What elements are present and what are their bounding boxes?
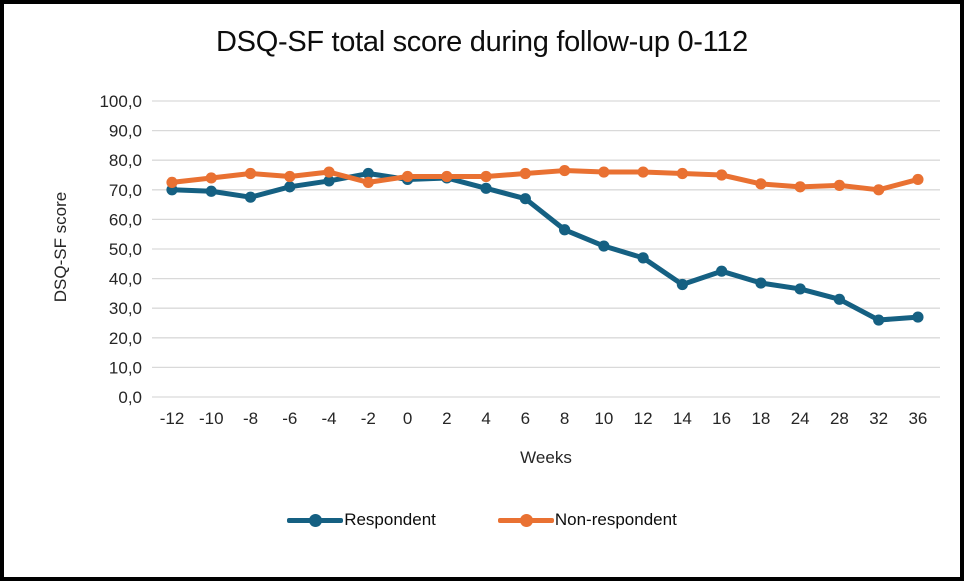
- y-tick-label: 60,0: [109, 210, 142, 229]
- y-tick-label: 100,0: [99, 92, 142, 111]
- data-point-non-respondent: [323, 166, 335, 178]
- y-tick-label: 50,0: [109, 240, 142, 259]
- data-point-respondent: [559, 224, 571, 236]
- y-tick-label: 20,0: [109, 329, 142, 348]
- legend-label-non-respondent: Non-respondent: [554, 510, 677, 529]
- data-point-non-respondent: [441, 170, 453, 183]
- data-point-non-respondent: [912, 173, 924, 186]
- data-point-non-respondent: [676, 167, 688, 180]
- data-point-non-respondent: [401, 170, 414, 183]
- non-respondent-line-marker-swatch: [497, 513, 554, 527]
- data-point-respondent: [794, 283, 806, 295]
- x-tick-label: 24: [791, 409, 810, 428]
- x-tick-label: 10: [594, 409, 613, 428]
- data-point-non-respondent: [205, 172, 217, 184]
- y-tick-label: 30,0: [109, 299, 142, 318]
- series-line-respondent: [169, 171, 921, 323]
- data-point-non-respondent: [519, 167, 531, 180]
- legend: Respondent Non-respondent: [4, 510, 960, 530]
- x-tick-label: -4: [321, 409, 336, 428]
- y-tick-label: 40,0: [109, 270, 142, 289]
- non-respondent-dot-swatch: [519, 513, 533, 527]
- data-point-respondent: [480, 182, 492, 194]
- x-tick-label: 12: [634, 409, 653, 428]
- data-point-non-respondent: [873, 184, 885, 196]
- data-point-non-respondent: [480, 170, 492, 183]
- x-axis-title: Weeks: [520, 448, 572, 467]
- data-point-non-respondent: [559, 164, 571, 177]
- data-point-respondent: [598, 240, 610, 252]
- x-tick-label: -8: [243, 409, 258, 428]
- data-point-respondent: [362, 167, 374, 180]
- x-tick-label: -12: [160, 409, 185, 428]
- data-point-respondent: [755, 277, 767, 289]
- data-point-non-respondent: [755, 178, 767, 190]
- data-point-respondent: [637, 252, 649, 264]
- x-tick-label: 6: [521, 409, 530, 428]
- x-tick-label: -10: [199, 409, 224, 428]
- data-point-respondent: [205, 185, 217, 197]
- plot-area: 0,0 10,0 20,0 30,0 40,0 50,0 60,0 70,0 80,0 90,0 1…: [99, 92, 940, 428]
- data-point-respondent: [833, 293, 846, 305]
- data-point-respondent: [676, 278, 688, 291]
- data-point-respondent: [716, 265, 728, 277]
- series-line-non-respondent: [169, 168, 921, 193]
- respondent-line-marker-swatch: [287, 513, 344, 527]
- legend-item-respondent: Respondent: [287, 510, 436, 530]
- data-point-non-respondent: [637, 166, 649, 178]
- data-point-non-respondent: [598, 166, 610, 178]
- y-tick-label: 70,0: [109, 181, 142, 200]
- data-point-non-respondent: [166, 176, 178, 188]
- y-tick-label: 90,0: [109, 122, 142, 141]
- data-point-non-respondent: [794, 181, 806, 193]
- chart-title: DSQ-SF total score during follow-up 0-11…: [216, 26, 748, 58]
- x-tick-label: 32: [869, 409, 888, 428]
- x-tick-label: 8: [560, 409, 569, 428]
- data-point-non-respondent: [362, 176, 374, 188]
- legend-item-non-respondent: Non-respondent: [497, 510, 677, 530]
- legend-label-respondent: Respondent: [344, 510, 436, 529]
- data-point-respondent: [873, 314, 885, 326]
- x-tick-label: 28: [830, 409, 849, 428]
- x-tick-label: 4: [481, 409, 490, 428]
- data-point-non-respondent: [284, 170, 296, 183]
- x-tick-label: 16: [712, 409, 731, 428]
- data-point-respondent: [284, 181, 296, 193]
- data-point-non-respondent: [244, 167, 257, 180]
- data-point-non-respondent: [833, 179, 846, 191]
- respondent-dot-swatch: [309, 513, 323, 527]
- y-tick-label: 0,0: [118, 388, 142, 407]
- x-tick-label: 0: [403, 409, 412, 428]
- data-point-respondent: [244, 191, 257, 203]
- y-tick-label: 10,0: [109, 358, 142, 377]
- x-tick-label: 2: [442, 409, 451, 428]
- x-tick-label: 36: [908, 409, 927, 428]
- x-tick-label: 18: [751, 409, 770, 428]
- x-tick-label: -6: [282, 409, 297, 428]
- x-tick-label: -2: [361, 409, 376, 428]
- data-point-respondent: [323, 175, 335, 187]
- y-tick-label: 80,0: [109, 151, 142, 170]
- x-tick-label: 14: [673, 409, 692, 428]
- data-point-respondent: [912, 311, 924, 323]
- data-point-non-respondent: [716, 169, 728, 181]
- data-point-respondent: [519, 193, 531, 205]
